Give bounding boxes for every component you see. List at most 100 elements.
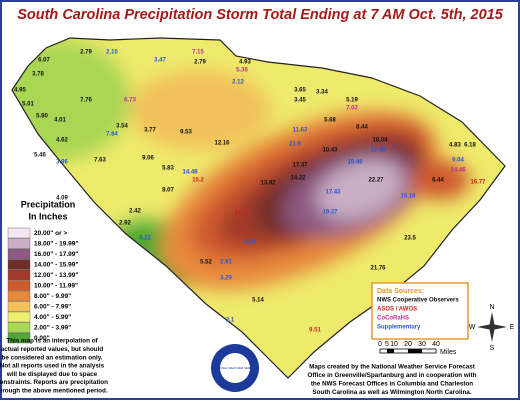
- credits-line: the NWS Forecast Offices in Columbia and…: [311, 381, 473, 388]
- station-values: 4.95 3.78 6.07 5.015.80 2.79 2.15 3.47 7.15 2.79…: [14, 50, 486, 334]
- legend-label: 12.00" - 13.99": [34, 272, 78, 279]
- legend-label: 6.00" - 7.99": [34, 304, 71, 311]
- station-value: 6.91: [244, 240, 256, 246]
- station-value: 5.14: [252, 298, 264, 304]
- station-value: 8.44: [356, 125, 368, 131]
- legend-swatch: [7, 238, 31, 249]
- station-value: 4.95: [14, 88, 26, 94]
- station-value: 2.1: [226, 318, 235, 324]
- scale-label: 5: [385, 341, 389, 348]
- scale-label: 20: [404, 341, 412, 348]
- station-value: 18.04: [372, 138, 388, 144]
- sources-title: Data Sources:: [377, 288, 424, 295]
- scale-label: 10: [390, 341, 398, 348]
- legend-swatch: [7, 227, 31, 239]
- station-value: 4.62: [56, 138, 68, 144]
- compass-label: N: [489, 304, 494, 311]
- station-value: 4.09: [56, 196, 68, 202]
- station-value: 8.07: [162, 188, 174, 194]
- station-value: 3.29: [220, 276, 232, 282]
- credits-line: Office in Greenville/Spartanburg and in …: [308, 372, 477, 379]
- disclaimer-line: be considered an estimation only.: [1, 354, 102, 361]
- station-value: 14.46: [450, 168, 466, 174]
- station-value: 12.16: [214, 141, 230, 147]
- station-value: 5.80: [36, 114, 48, 120]
- station-value: 22.27: [368, 178, 384, 184]
- legend-label: 0.00": [34, 335, 50, 342]
- scale-label: 40: [432, 341, 440, 348]
- credits-line: Maps created by the National Weather Ser…: [309, 364, 476, 371]
- scale-bar-fill: [387, 349, 394, 353]
- station-value: 21.76: [370, 266, 386, 272]
- station-value: 2.15: [106, 50, 118, 56]
- legend-label: 14.00" - 15.99": [34, 262, 78, 269]
- legend-swatch: [7, 322, 31, 333]
- station-value: 3.65: [294, 88, 306, 94]
- station-value: 7.63: [94, 158, 106, 164]
- station-value: 4.01: [54, 118, 66, 124]
- station-value: 2.91: [220, 260, 232, 266]
- station-value: 17.43: [325, 190, 341, 196]
- legend-label: 4.00" - 5.99": [34, 314, 71, 321]
- station-value: 9.04: [452, 158, 464, 164]
- station-value: 2.79: [194, 60, 206, 66]
- source: ASOS / AWOS: [377, 307, 417, 313]
- station-value: 5.36: [236, 68, 248, 74]
- disclaimer-line: actual reported values, but should: [1, 346, 104, 353]
- compass-label: E: [510, 324, 515, 331]
- station-value: 2.12: [232, 80, 244, 86]
- disclaimer-line: will be displayed due to space: [6, 371, 98, 378]
- station-value: 11.17: [235, 211, 250, 217]
- compass-label: S: [490, 345, 495, 352]
- scale-label: 0: [378, 341, 382, 348]
- station-value: 3.54: [116, 124, 128, 130]
- source: CoCoRaHS: [377, 316, 409, 322]
- credits: Maps created by the National Weather Ser…: [308, 364, 477, 397]
- station-value: 4.93: [239, 60, 251, 66]
- station-value: 9.51: [309, 328, 321, 334]
- station-value: 3.47: [154, 58, 166, 64]
- station-value: 19.48: [347, 160, 363, 166]
- station-value: 19.27: [322, 210, 338, 216]
- legend-swatch: [7, 311, 31, 323]
- station-value: 2.79: [80, 50, 92, 56]
- legend-swatch: [7, 290, 31, 302]
- station-value: 5.46: [34, 153, 46, 159]
- scale-bar-fill: [408, 349, 422, 353]
- station-value: 6.07: [38, 58, 50, 64]
- station-value: 14.22: [290, 176, 306, 182]
- logo: NATIONAL WEATHER SERVICE: [211, 344, 259, 392]
- station-value: 6.18: [464, 143, 476, 149]
- station-value: 7.76: [80, 98, 92, 104]
- legend-label: 20.00" or >: [34, 230, 67, 237]
- disclaimer-line: Not all reports used in the analysis: [0, 363, 105, 370]
- legend: Precipitation In Inches 20.00" or > 18.00…: [7, 199, 78, 344]
- station-value: 5.83: [162, 166, 174, 172]
- station-value: 15.2: [192, 178, 204, 184]
- station-value: 6.73: [124, 98, 136, 104]
- legend-title: In Inches: [28, 211, 67, 221]
- compass-label: W: [469, 324, 476, 331]
- station-value: 11.63: [293, 128, 308, 134]
- station-value: 5.52: [200, 260, 212, 266]
- disclaimer-line: through the above mentioned period.: [0, 387, 108, 394]
- legend-title: Precipitation: [21, 199, 76, 209]
- compass: N E S W: [469, 304, 515, 352]
- station-value: 0.22: [139, 236, 151, 242]
- disclaimer-line: constraints. Reports are precipitation: [0, 379, 108, 386]
- station-value: 7.84: [106, 132, 118, 138]
- logo-text: NATIONAL WEATHER SERVICE: [213, 366, 257, 370]
- sources-box: [371, 282, 469, 340]
- station-value: 5.01: [22, 102, 34, 108]
- legend-label: 10.00" - 11.99": [34, 283, 78, 290]
- source: NWS Cooperative Observers: [377, 298, 459, 304]
- legend-swatch: [7, 301, 31, 312]
- station-value: 7.15: [192, 50, 204, 56]
- legend-label: 18.00" - 19.99": [34, 241, 78, 248]
- scale-label: 30: [418, 341, 426, 348]
- station-value: 2.42: [129, 209, 141, 215]
- station-value: 3.96: [56, 160, 68, 166]
